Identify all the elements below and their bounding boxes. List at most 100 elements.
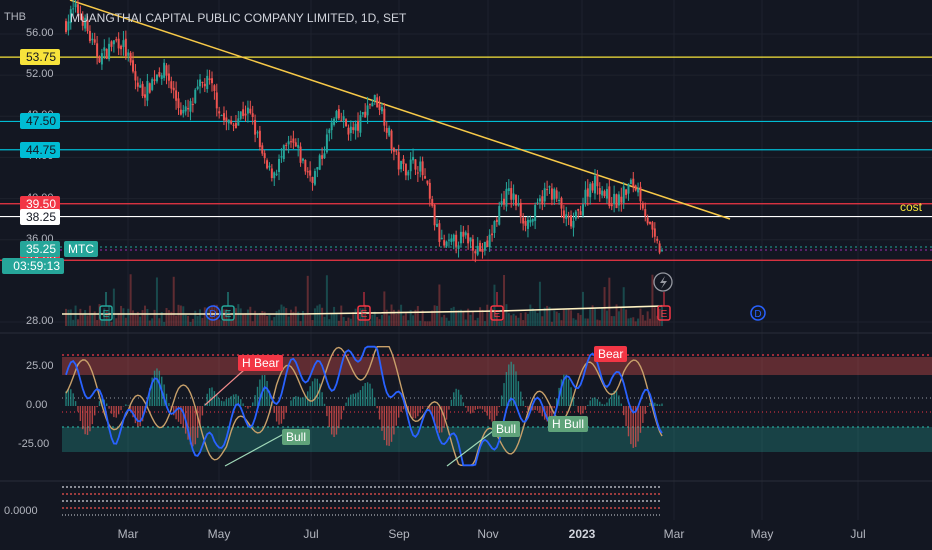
volume-bar bbox=[311, 319, 314, 326]
candle-body bbox=[615, 194, 618, 209]
lightning-icon-bolt bbox=[660, 276, 667, 289]
volume-bar bbox=[69, 309, 72, 326]
candle-body bbox=[352, 127, 355, 130]
h-bull-label: H Bull bbox=[548, 416, 589, 432]
volume-bar bbox=[297, 311, 300, 326]
volume-bar bbox=[359, 308, 362, 326]
volume-bar bbox=[199, 309, 202, 326]
volume-bar bbox=[218, 319, 221, 326]
candle-body bbox=[318, 155, 321, 170]
candle-body bbox=[153, 79, 156, 81]
volume-bar bbox=[232, 319, 235, 326]
volume-bar bbox=[208, 307, 211, 326]
candle-body bbox=[582, 204, 585, 216]
volume-bar bbox=[124, 317, 127, 326]
volume-bar bbox=[108, 306, 111, 326]
candle-body bbox=[246, 107, 249, 114]
candle-body bbox=[196, 86, 199, 90]
volume-bar bbox=[309, 314, 312, 326]
volume-bar bbox=[112, 288, 115, 326]
candle-body bbox=[637, 188, 640, 193]
volume-bar bbox=[103, 308, 106, 326]
volume-bar bbox=[155, 277, 158, 326]
volume-bar bbox=[428, 321, 431, 326]
candle-body bbox=[649, 221, 652, 224]
candle-body bbox=[412, 156, 415, 161]
earnings-icon-letter: E bbox=[361, 309, 368, 320]
volume-bar bbox=[287, 316, 290, 326]
candle-body bbox=[165, 65, 168, 76]
volume-bar bbox=[579, 314, 582, 326]
volume-bar bbox=[512, 313, 515, 326]
volume-bar bbox=[93, 311, 96, 326]
volume-bar bbox=[244, 313, 247, 326]
volume-bar bbox=[646, 311, 649, 326]
volume-bar bbox=[397, 309, 400, 326]
volume-bar bbox=[479, 307, 482, 326]
volume-bar bbox=[143, 305, 146, 326]
candle-body bbox=[445, 241, 448, 247]
volume-bar bbox=[194, 310, 197, 326]
volume-bar bbox=[225, 309, 228, 326]
candle-body bbox=[266, 160, 269, 169]
volume-bar bbox=[388, 315, 391, 326]
candle-body bbox=[239, 111, 242, 119]
level-lines bbox=[0, 0, 932, 261]
volume-bar bbox=[560, 320, 563, 326]
candle-body bbox=[526, 219, 529, 229]
candle-body bbox=[459, 231, 462, 244]
volume-bar bbox=[371, 314, 374, 326]
volume-bar bbox=[105, 310, 108, 326]
volume-bar bbox=[605, 310, 608, 326]
volume-bar bbox=[455, 310, 458, 326]
volume-bar bbox=[376, 317, 379, 326]
volume-bar bbox=[625, 309, 628, 326]
volume-bar bbox=[486, 304, 489, 326]
candle-body bbox=[282, 145, 285, 160]
price-tick: 56.00 bbox=[26, 27, 54, 39]
volume-bar bbox=[471, 311, 474, 326]
candle-body bbox=[572, 220, 575, 228]
volume-bar bbox=[555, 311, 558, 326]
candle-body bbox=[577, 208, 580, 211]
volume-bar bbox=[88, 305, 91, 326]
candle-body bbox=[656, 238, 659, 241]
candle-body bbox=[629, 179, 632, 185]
volume-bar bbox=[134, 313, 137, 326]
candle-body bbox=[378, 104, 381, 110]
candle-body bbox=[304, 159, 307, 172]
bull-label-1: Bull bbox=[282, 429, 311, 445]
candle-body bbox=[86, 19, 89, 32]
candle-body bbox=[634, 185, 637, 191]
volume-bar bbox=[514, 315, 517, 326]
volume-bar bbox=[649, 318, 652, 326]
candle-body bbox=[354, 123, 357, 131]
volume-bar bbox=[251, 321, 254, 326]
candle-body bbox=[72, 8, 75, 10]
candle-body bbox=[349, 126, 352, 134]
volume-bar bbox=[151, 318, 154, 326]
volume-bar bbox=[584, 318, 587, 326]
candle-body bbox=[191, 104, 194, 106]
candle-body bbox=[457, 245, 460, 249]
bear-label: Bear bbox=[594, 346, 628, 362]
volume-bar bbox=[436, 305, 439, 326]
candle-body bbox=[579, 211, 582, 216]
candle-body bbox=[143, 94, 146, 98]
symbol-tag[interactable]: MTC bbox=[64, 241, 98, 257]
volume-bar bbox=[526, 313, 529, 326]
candle-body bbox=[424, 176, 427, 179]
earnings-icon-letter: E bbox=[661, 309, 668, 320]
candle-body bbox=[593, 175, 596, 194]
candle-body bbox=[208, 78, 211, 81]
candle-body bbox=[462, 231, 465, 237]
time-label: Mar bbox=[117, 527, 139, 541]
candle-body bbox=[476, 245, 479, 255]
candle-body bbox=[455, 234, 458, 247]
candle-body bbox=[550, 188, 553, 200]
candle-body bbox=[110, 41, 113, 47]
candle-body bbox=[309, 170, 312, 176]
candle-body bbox=[335, 111, 338, 119]
volume-bar bbox=[661, 304, 663, 326]
candle-body bbox=[361, 112, 364, 115]
